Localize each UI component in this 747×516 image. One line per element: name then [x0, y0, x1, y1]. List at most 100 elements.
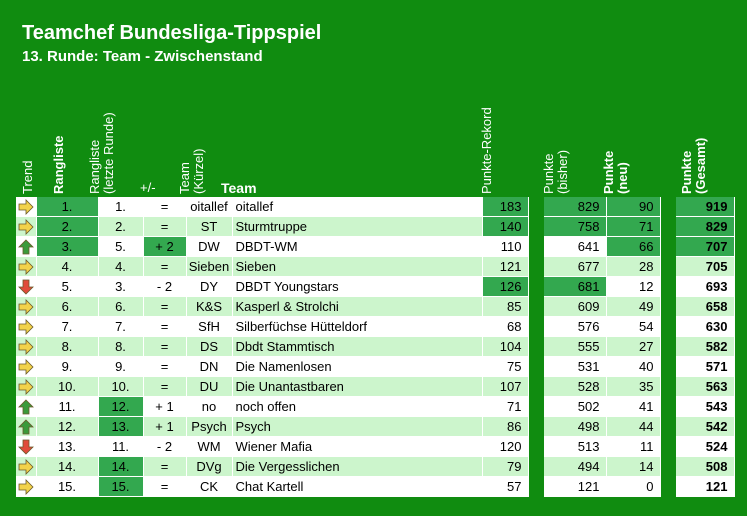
cell-last: 7.	[98, 316, 144, 337]
table-row: 4. 4. = Sieben Sieben 121 677 28 705	[16, 256, 735, 277]
cell-rank: 3.	[36, 236, 99, 257]
trend-same-arrow-icon	[16, 296, 37, 317]
column-gap	[660, 256, 676, 277]
column-gap	[528, 356, 544, 377]
cell-gesamt: 571	[676, 356, 735, 377]
cell-pm: =	[143, 256, 187, 277]
trend-same-arrow-icon	[16, 456, 37, 477]
column-gap	[528, 256, 544, 277]
cell-neu: 11	[606, 436, 661, 457]
cell-rekord: 183	[482, 197, 529, 217]
cell-bisher: 531	[544, 356, 607, 377]
cell-rank: 14.	[36, 456, 99, 477]
trend-same-arrow-icon	[16, 376, 37, 397]
cell-pm: + 2	[143, 236, 187, 257]
cell-rekord: 121	[482, 256, 529, 277]
cell-gesamt: 693	[676, 276, 735, 297]
cell-kurz: DS	[186, 336, 233, 357]
cell-bisher: 758	[544, 216, 607, 237]
cell-last: 11.	[98, 436, 144, 457]
column-gap	[660, 197, 676, 217]
cell-last: 2.	[98, 216, 144, 237]
column-gap	[528, 236, 544, 257]
table-row: 2. 2. = ST Sturmtruppe 140 758 71 829	[16, 216, 735, 237]
cell-rank: 1.	[36, 197, 99, 217]
cell-bisher: 641	[544, 236, 607, 257]
cell-rekord: 86	[482, 416, 529, 437]
cell-last: 12.	[98, 396, 144, 417]
header-punkte-gesamt: Punkte (Gesamt)	[679, 137, 708, 194]
cell-gesamt: 707	[676, 236, 735, 257]
cell-rank: 5.	[36, 276, 99, 297]
cell-last: 15.	[98, 476, 144, 497]
cell-rekord: 75	[482, 356, 529, 377]
column-gap	[528, 216, 544, 237]
trend-up-arrow-icon	[16, 396, 37, 417]
cell-neu: 41	[606, 396, 661, 417]
table-row: 7. 7. = SfH Silberfüchse Hütteldorf 68 576 54 63…	[16, 316, 735, 337]
column-gap	[528, 336, 544, 357]
cell-gesamt: 919	[676, 197, 735, 217]
cell-rekord: 79	[482, 456, 529, 477]
cell-gesamt: 705	[676, 256, 735, 277]
cell-team: Die Unantastbaren	[232, 376, 483, 397]
cell-neu: 35	[606, 376, 661, 397]
cell-pm: =	[143, 316, 187, 337]
column-gap	[528, 276, 544, 297]
cell-pm: + 1	[143, 396, 187, 417]
cell-last: 14.	[98, 456, 144, 477]
trend-up-arrow-icon	[16, 416, 37, 437]
cell-neu: 40	[606, 356, 661, 377]
cell-last: 6.	[98, 296, 144, 317]
cell-neu: 14	[606, 456, 661, 477]
table-row: 3. 5. + 2 DW DBDT-WM 110 641 66 707	[16, 236, 735, 257]
cell-team: Sturmtruppe	[232, 216, 483, 237]
cell-gesamt: 630	[676, 316, 735, 337]
cell-pm: - 2	[143, 276, 187, 297]
cell-rank: 4.	[36, 256, 99, 277]
column-gap	[528, 296, 544, 317]
cell-bisher: 576	[544, 316, 607, 337]
cell-bisher: 681	[544, 276, 607, 297]
cell-rank: 13.	[36, 436, 99, 457]
cell-team: DBDT-WM	[232, 236, 483, 257]
cell-bisher: 829	[544, 197, 607, 217]
column-gap	[528, 436, 544, 457]
column-gap	[660, 336, 676, 357]
cell-kurz: CK	[186, 476, 233, 497]
trend-same-arrow-icon	[16, 316, 37, 337]
cell-team: noch offen	[232, 396, 483, 417]
cell-kurz: ST	[186, 216, 233, 237]
header-team: Team	[221, 180, 257, 196]
trend-down-arrow-icon	[16, 276, 37, 297]
cell-rekord: 85	[482, 296, 529, 317]
cell-gesamt: 508	[676, 456, 735, 477]
cell-team: Chat Kartell	[232, 476, 483, 497]
trend-same-arrow-icon	[16, 256, 37, 277]
trend-down-arrow-icon	[16, 436, 37, 457]
cell-gesamt: 563	[676, 376, 735, 397]
standings-table: 1. 1. = oitallef oitallef 183 829 90 919 2. 2. = ST S…	[16, 197, 735, 497]
cell-last: 9.	[98, 356, 144, 377]
cell-bisher: 528	[544, 376, 607, 397]
column-gap	[660, 276, 676, 297]
cell-neu: 0	[606, 476, 661, 497]
column-gap	[528, 456, 544, 477]
cell-kurz: Sieben	[186, 256, 233, 277]
header-punkte-bisher: Punkte (bisher)	[541, 149, 570, 194]
cell-neu: 90	[606, 197, 661, 217]
cell-kurz: DU	[186, 376, 233, 397]
column-gap	[660, 316, 676, 337]
cell-rank: 7.	[36, 316, 99, 337]
column-gap	[528, 416, 544, 437]
cell-rank: 8.	[36, 336, 99, 357]
cell-bisher: 513	[544, 436, 607, 457]
column-gap	[528, 476, 544, 497]
cell-pm: =	[143, 197, 187, 217]
cell-team: Kasperl & Strolchi	[232, 296, 483, 317]
trend-same-arrow-icon	[16, 216, 37, 237]
cell-team: Die Vergesslichen	[232, 456, 483, 477]
cell-gesamt: 543	[676, 396, 735, 417]
cell-team: Dbdt Stammtisch	[232, 336, 483, 357]
header-rangliste: Rangliste	[51, 135, 66, 194]
